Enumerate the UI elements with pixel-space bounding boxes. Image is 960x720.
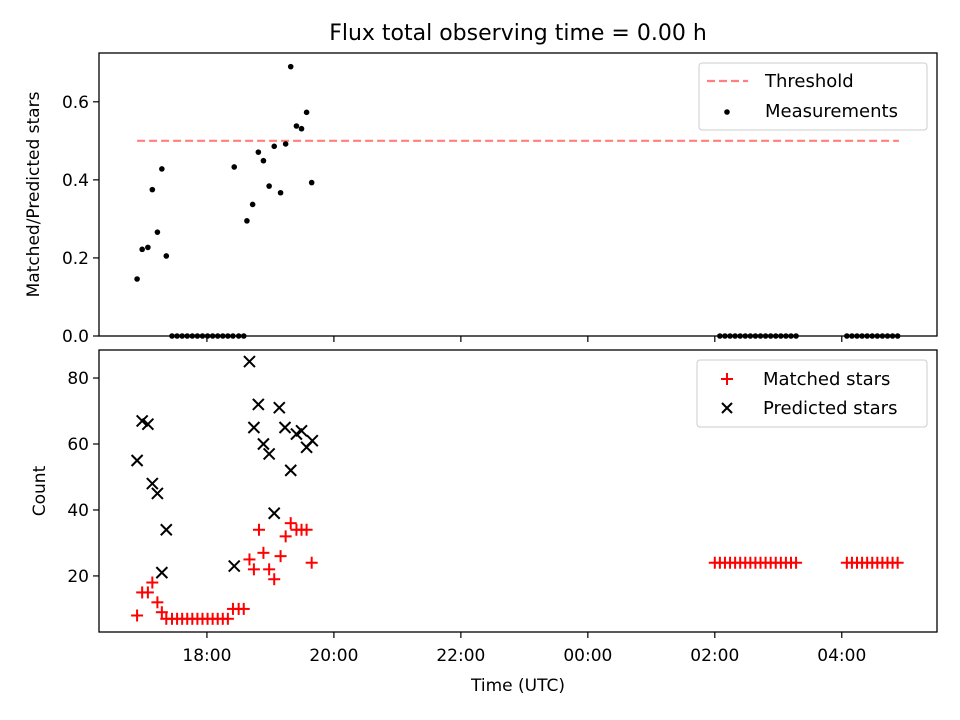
- measurement-point: [277, 189, 284, 196]
- predicted-star-point: [160, 523, 173, 536]
- matched-star-point: [891, 556, 904, 569]
- matched-star-point: [221, 612, 234, 625]
- count-y-tick-label: 60: [67, 435, 89, 455]
- matched-star-point: [243, 553, 256, 566]
- matched-star-point: [790, 556, 803, 569]
- measurement-point: [298, 125, 305, 132]
- predicted-star-point: [252, 398, 265, 411]
- legend-predicted-label: Predicted stars: [763, 398, 897, 419]
- count-y-tick-label: 20: [67, 567, 89, 587]
- measurement-point: [260, 157, 267, 164]
- measurement-point: [308, 179, 315, 186]
- ratio-y-axis-label: Matched/Predicted stars: [24, 91, 44, 297]
- measurement-point: [244, 218, 250, 224]
- matched-star-point: [268, 573, 281, 586]
- measurement-point: [231, 164, 238, 170]
- count-y-tick-label: 40: [67, 501, 89, 521]
- predicted-star-point: [228, 559, 241, 573]
- predicted-star-point: [135, 414, 149, 428]
- predicted-star-point: [141, 418, 155, 431]
- x-tick-label: 02:00: [690, 646, 739, 666]
- predicted-star-point: [284, 464, 297, 477]
- matched-star-point: [279, 530, 292, 543]
- legend-matched-label: Matched stars: [763, 369, 890, 390]
- predicted-star-point: [306, 434, 319, 447]
- ratio-y-tick-label: 0.0: [62, 327, 89, 347]
- matched-star-point: [146, 576, 159, 589]
- measurement-point: [149, 186, 156, 193]
- count-y-axis: 20 40 60 80: [67, 369, 99, 587]
- matched-star-point: [141, 586, 154, 599]
- predicted-star-point: [130, 454, 144, 467]
- measurement-point: [154, 229, 161, 235]
- count-x-axis: 18:00 20:00 22:00 00:00 02:00 04:00: [182, 632, 866, 666]
- predicted-star-point: [262, 447, 276, 461]
- count-y-tick-label: 80: [67, 369, 89, 389]
- x-tick-label: 20:00: [309, 646, 358, 666]
- predicted-star-point: [247, 421, 261, 434]
- x-tick-label: 00:00: [563, 646, 612, 666]
- predicted-star-point: [273, 401, 286, 414]
- measurement-point: [145, 244, 151, 251]
- count-plot-frame: [98, 349, 938, 633]
- measurement-point: [266, 183, 272, 189]
- ratio-y-tick-label: 0.6: [62, 93, 89, 113]
- chart-title: Flux total observing time = 0.00 h: [329, 21, 707, 46]
- x-axis-label: Time (UTC): [470, 676, 565, 696]
- measurement-point: [255, 149, 262, 155]
- matched-star-point: [131, 609, 144, 622]
- matched-star-point: [151, 596, 164, 609]
- predicted-star-point: [257, 437, 270, 451]
- matched-star-point: [247, 563, 260, 576]
- legend-threshold-label: Threshold: [764, 71, 854, 92]
- legend-measurements-label: Measurements: [765, 101, 898, 122]
- predicted-star-point: [278, 421, 292, 434]
- predicted-star-point: [146, 477, 159, 490]
- measurement-point: [249, 201, 256, 208]
- measurement-point: [163, 253, 170, 259]
- matched-star-point: [300, 523, 313, 536]
- count-y-axis-label: Count: [30, 465, 50, 516]
- legend-measurements-swatch: [724, 109, 730, 115]
- measurement-point: [134, 276, 140, 282]
- x-tick-label: 22:00: [436, 646, 485, 666]
- ratio-plot-frame: [98, 52, 938, 337]
- count-legend-box: [696, 359, 928, 428]
- ratio-y-axis: 0.0 0.2 0.4 0.6: [62, 93, 99, 347]
- predicted-star-point: [268, 507, 281, 520]
- matched-star-point: [237, 602, 250, 615]
- measurement-point: [303, 109, 310, 116]
- ratio-y-tick-label: 0.4: [62, 171, 89, 191]
- ratio-y-tick-label: 0.2: [62, 249, 89, 269]
- measurement-point: [282, 141, 289, 147]
- matched-star-point: [274, 550, 287, 563]
- count-plot-area: [130, 355, 904, 625]
- ratio-legend-box: [698, 62, 928, 131]
- ratio-x-ticks: [206, 336, 843, 342]
- predicted-star-point: [151, 487, 164, 500]
- measurement-point: [139, 246, 145, 253]
- matched-star-point: [252, 523, 265, 536]
- matched-star-point: [257, 546, 270, 559]
- matched-star-point: [263, 563, 276, 576]
- measurement-point: [287, 63, 294, 70]
- count-legend: Matched stars Predicted stars: [696, 359, 928, 428]
- ratio-legend: Threshold Measurements: [698, 62, 928, 131]
- predicted-star-point: [295, 424, 308, 438]
- matched-star-point: [284, 517, 297, 530]
- ratio-panel: 0.0 0.2 0.4 0.6 Matched/Predicted stars Thr…: [24, 52, 938, 347]
- measurement-point: [293, 123, 300, 129]
- legend-matched-swatch: [721, 373, 733, 385]
- x-tick-label: 04:00: [817, 646, 866, 666]
- x-tick-label: 18:00: [182, 646, 231, 666]
- predicted-star-point: [155, 566, 169, 579]
- legend-predicted-swatch: [721, 402, 733, 414]
- measurement-point: [271, 143, 278, 150]
- matched-star-point: [155, 606, 168, 619]
- predicted-star-point: [243, 355, 256, 368]
- measurement-point: [159, 166, 165, 172]
- matched-star-point: [305, 556, 318, 569]
